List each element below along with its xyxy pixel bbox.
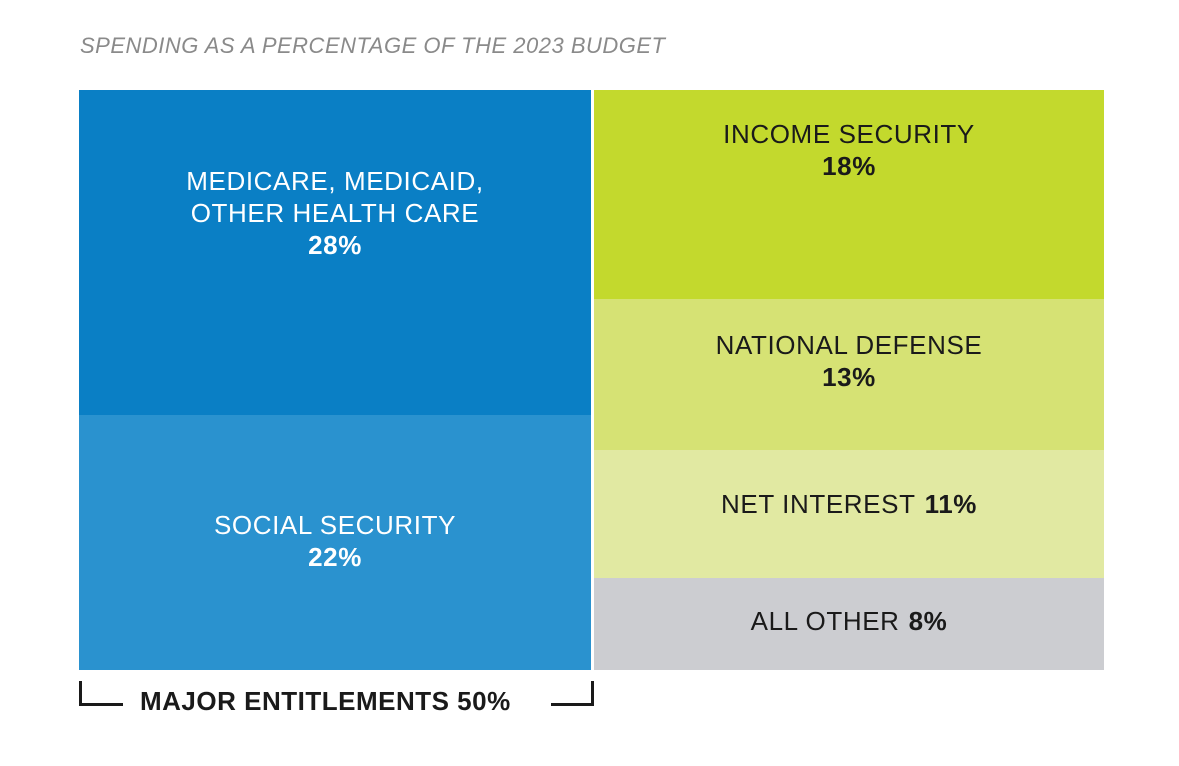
category-name: ALL OTHER bbox=[750, 606, 900, 636]
bracket-left-line bbox=[79, 703, 123, 706]
category-name: MEDICARE, MEDICAID, bbox=[186, 165, 484, 196]
category-name: NET INTEREST bbox=[721, 489, 916, 519]
cell-label: ALL OTHER 8% bbox=[751, 605, 948, 637]
treemap-cell-national-defense: NATIONAL DEFENSE 13% bbox=[594, 299, 1104, 450]
treemap-cell-medicare-medicaid-other-health-care: MEDICARE, MEDICAID, OTHER HEALTH CARE 28% bbox=[79, 90, 591, 415]
category-name: INCOME SECURITY bbox=[723, 118, 975, 149]
treemap-cell-social-security: SOCIAL SECURITY 22% bbox=[79, 415, 591, 670]
cell-label: SOCIAL SECURITY 22% bbox=[214, 509, 456, 573]
value-label: 13% bbox=[822, 361, 876, 392]
bracket-right-tick bbox=[591, 681, 594, 706]
cell-label: NATIONAL DEFENSE 13% bbox=[716, 329, 983, 393]
category-name: NATIONAL DEFENSE bbox=[715, 329, 983, 360]
value-label: 11% bbox=[924, 489, 977, 519]
value-label: 28% bbox=[308, 229, 362, 260]
category-name: OTHER HEALTH CARE bbox=[190, 197, 480, 228]
cell-label: MEDICARE, MEDICAID, OTHER HEALTH CARE 28% bbox=[186, 165, 483, 261]
major-entitlements-label: MAJOR ENTITLEMENTS 50% bbox=[140, 686, 511, 716]
treemap-chart: MEDICARE, MEDICAID, OTHER HEALTH CARE 28% S… bbox=[79, 90, 1104, 670]
bracket-right-line bbox=[551, 703, 594, 706]
treemap-cell-net-interest: NET INTEREST 11% bbox=[594, 450, 1104, 578]
bracket-left-tick bbox=[79, 681, 82, 706]
cell-label: NET INTEREST 11% bbox=[721, 488, 977, 520]
value-label: 22% bbox=[308, 541, 362, 572]
category-name: SOCIAL SECURITY bbox=[213, 509, 457, 540]
value-label: 8% bbox=[908, 606, 948, 636]
cell-label: INCOME SECURITY 18% bbox=[723, 118, 975, 182]
value-label: 18% bbox=[822, 150, 876, 181]
treemap-cell-all-other: ALL OTHER 8% bbox=[594, 578, 1104, 670]
chart-title: SPENDING AS A PERCENTAGE OF THE 2023 BUD… bbox=[80, 33, 666, 58]
treemap-cell-income-security: INCOME SECURITY 18% bbox=[594, 90, 1104, 299]
